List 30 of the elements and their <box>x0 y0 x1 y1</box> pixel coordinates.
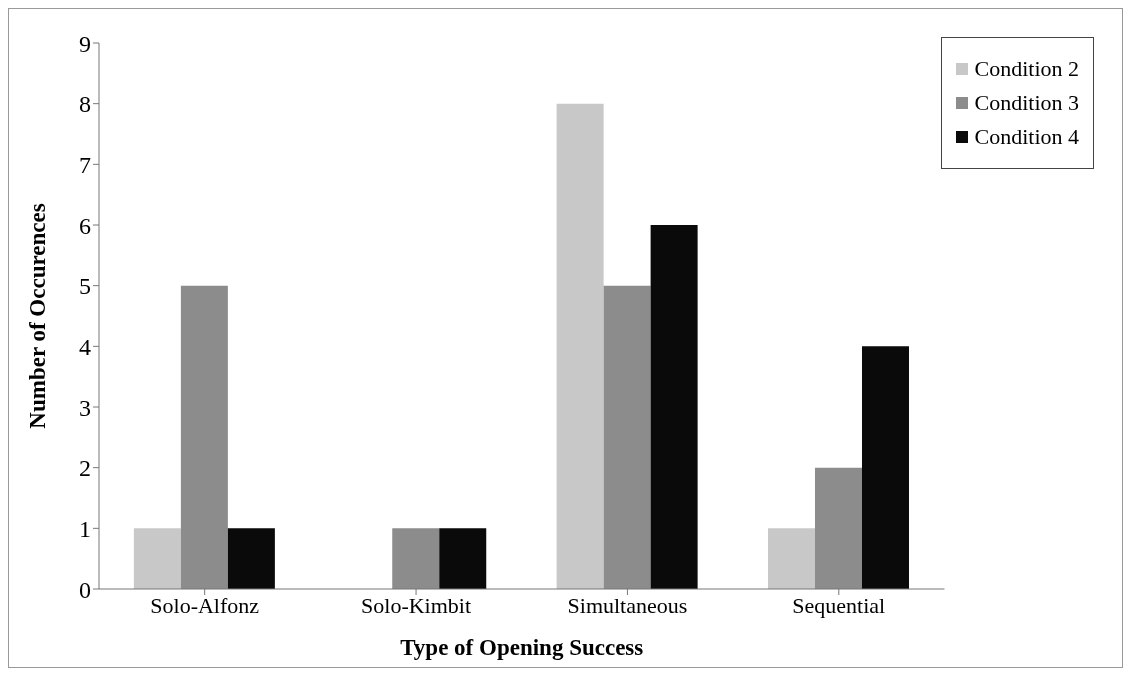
bar <box>650 225 698 589</box>
bar <box>814 467 862 589</box>
x-tick-label: Sequential <box>792 592 886 618</box>
x-tick-label: Solo-Kimbit <box>361 592 472 618</box>
bar <box>180 285 228 589</box>
y-tick-label: 6 <box>79 212 91 239</box>
bar <box>556 103 604 589</box>
bar <box>767 528 815 589</box>
legend-label: Condition 4 <box>974 124 1079 150</box>
y-tick-label: 9 <box>79 30 91 57</box>
y-tick-label: 7 <box>79 151 91 178</box>
y-tick-label: 0 <box>79 576 91 603</box>
bar <box>227 528 275 589</box>
x-tick-label: Solo-Alfonz <box>150 592 260 618</box>
bar <box>439 528 487 589</box>
y-tick-label: 5 <box>79 273 91 300</box>
bar <box>861 346 909 589</box>
y-tick-label: 1 <box>79 515 91 542</box>
bar <box>392 528 440 589</box>
x-tick-label: Simultaneous <box>567 592 688 618</box>
x-axis-title: Type of Opening Success <box>400 635 644 660</box>
legend-label: Condition 3 <box>974 90 1079 116</box>
y-tick-label: 4 <box>79 333 91 360</box>
y-tick-label: 8 <box>79 91 91 118</box>
legend-label: Condition 2 <box>974 56 1079 82</box>
bar <box>133 528 181 589</box>
y-tick-label: 3 <box>79 394 91 421</box>
y-axis-title: Number of Occurences <box>25 203 51 429</box>
bar <box>603 285 651 589</box>
y-tick-label: 2 <box>79 455 91 482</box>
